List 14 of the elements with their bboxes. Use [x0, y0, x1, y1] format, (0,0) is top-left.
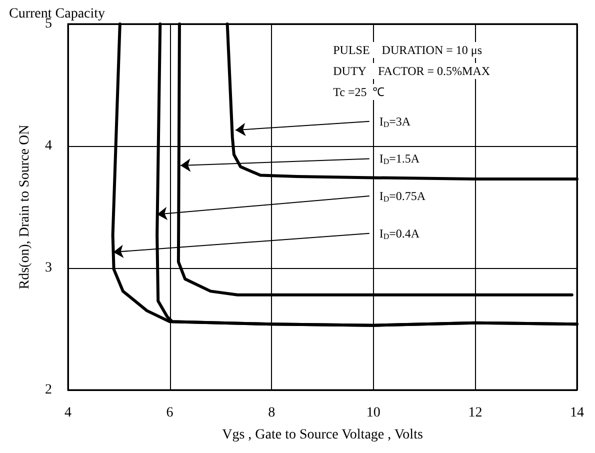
annotation: DUTY FACTOR = 0.5%MAX	[333, 64, 490, 78]
x-axis-title: Vgs , Gate to Source Voltage , Volts	[222, 428, 423, 442]
x-tick-label: 4	[64, 406, 72, 420]
x-tick-label: 14	[570, 406, 584, 420]
y-tick-label: 4	[45, 138, 52, 154]
x-tick-label: 12	[468, 406, 482, 420]
x-tick-label: 10	[366, 406, 380, 420]
y-axis-title: Rds(on), Drain to Source ON	[18, 124, 32, 290]
x-tick-label: 6	[166, 406, 174, 420]
annotation: PULSE DURATION = 10 μs	[333, 43, 482, 57]
x-tick-label: 8	[268, 406, 276, 420]
y-tick-label: 2	[45, 382, 52, 398]
y-tick-label: 3	[45, 260, 52, 276]
annotation: Tc =25 ℃	[333, 85, 385, 99]
